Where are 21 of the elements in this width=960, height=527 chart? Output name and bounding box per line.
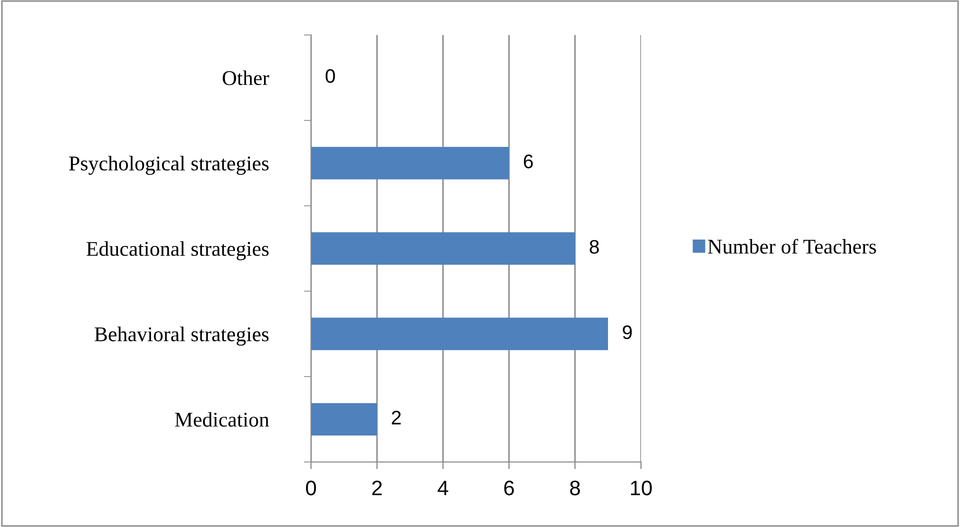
bar: [311, 232, 575, 265]
x-tick-label: 8: [570, 480, 580, 496]
bar: [311, 318, 608, 350]
data-label: 9: [622, 325, 632, 340]
x-tick-label: 2: [372, 480, 382, 496]
x-tick-label: 0: [306, 480, 316, 496]
y-tick-label: Behavioral strategies: [94, 326, 269, 346]
data-label: 0: [326, 69, 335, 83]
x-tick-label: 4: [438, 480, 448, 496]
y-tick-label: Educational strategies: [86, 241, 269, 260]
x-tick-label: 10: [631, 480, 652, 496]
bar: [311, 403, 377, 436]
x-tick-label: 6: [504, 480, 514, 496]
y-tick-label: Other: [222, 70, 270, 86]
data-label: 8: [590, 240, 599, 254]
data-label: 2: [392, 410, 401, 424]
bar: [311, 146, 509, 180]
y-tick-label: Medication: [175, 412, 270, 427]
legend-label: Number of Teachers: [708, 238, 876, 254]
data-label: 6: [524, 154, 533, 168]
y-tick-label: Psychological strategies: [69, 156, 269, 175]
